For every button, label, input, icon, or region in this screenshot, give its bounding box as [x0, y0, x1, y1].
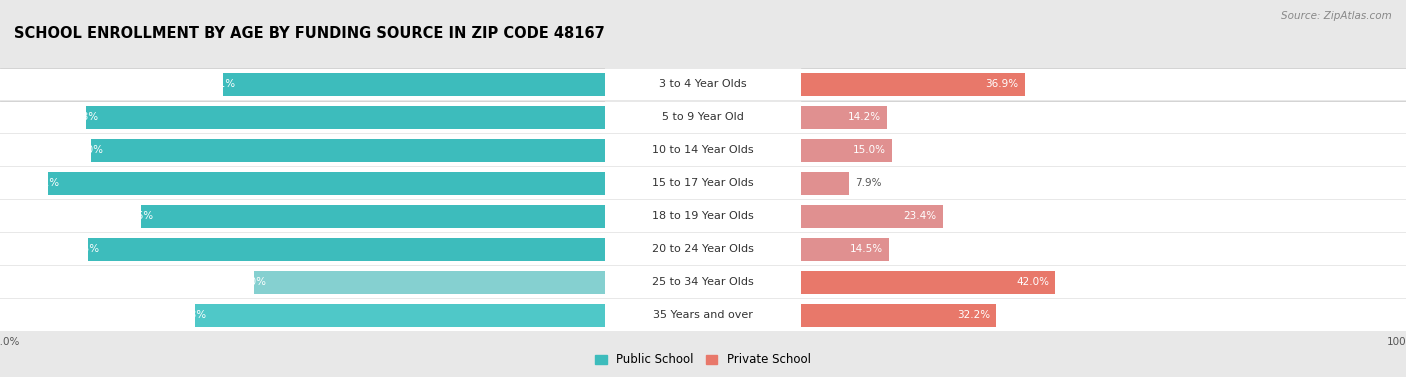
Text: 85.8%: 85.8%: [65, 112, 98, 123]
Text: 15 to 17 Year Olds: 15 to 17 Year Olds: [652, 178, 754, 188]
Bar: [142, 205, 605, 228]
Bar: [801, 304, 995, 327]
Bar: [0, 69, 605, 100]
Bar: [86, 106, 605, 129]
Text: 35 Years and over: 35 Years and over: [652, 310, 754, 320]
Bar: [801, 233, 1406, 265]
Bar: [605, 167, 801, 199]
Bar: [254, 271, 605, 294]
Bar: [801, 139, 893, 162]
Bar: [87, 238, 605, 261]
Bar: [801, 73, 1025, 96]
Bar: [0, 233, 605, 265]
Text: 23.4%: 23.4%: [904, 211, 936, 221]
Bar: [605, 69, 801, 100]
Text: 85.0%: 85.0%: [70, 145, 103, 155]
Text: 25 to 34 Year Olds: 25 to 34 Year Olds: [652, 277, 754, 287]
Text: 67.8%: 67.8%: [174, 310, 207, 320]
Bar: [801, 106, 887, 129]
Bar: [605, 101, 801, 133]
Text: 76.6%: 76.6%: [121, 211, 153, 221]
Text: 7.9%: 7.9%: [855, 178, 882, 188]
Text: 36.9%: 36.9%: [986, 79, 1018, 89]
Text: Source: ZipAtlas.com: Source: ZipAtlas.com: [1281, 11, 1392, 21]
Bar: [48, 172, 605, 195]
Text: 58.0%: 58.0%: [233, 277, 266, 287]
Bar: [0, 135, 605, 166]
Bar: [801, 135, 1406, 166]
Bar: [801, 172, 849, 195]
Bar: [605, 201, 801, 232]
Text: 20 to 24 Year Olds: 20 to 24 Year Olds: [652, 244, 754, 254]
Bar: [0, 201, 605, 232]
Bar: [801, 271, 1056, 294]
Text: 63.1%: 63.1%: [202, 79, 235, 89]
Legend: Public School, Private School: Public School, Private School: [591, 349, 815, 371]
Bar: [801, 238, 889, 261]
Bar: [801, 205, 943, 228]
Bar: [91, 139, 605, 162]
Text: 32.2%: 32.2%: [957, 310, 990, 320]
Text: 14.5%: 14.5%: [849, 244, 883, 254]
Text: 42.0%: 42.0%: [1017, 277, 1049, 287]
Bar: [605, 135, 801, 166]
Text: 10 to 14 Year Olds: 10 to 14 Year Olds: [652, 145, 754, 155]
Bar: [605, 233, 801, 265]
Text: 5 to 9 Year Old: 5 to 9 Year Old: [662, 112, 744, 123]
Bar: [605, 299, 801, 331]
Bar: [801, 267, 1406, 298]
Bar: [194, 304, 605, 327]
Bar: [801, 69, 1406, 100]
Text: SCHOOL ENROLLMENT BY AGE BY FUNDING SOURCE IN ZIP CODE 48167: SCHOOL ENROLLMENT BY AGE BY FUNDING SOUR…: [14, 26, 605, 41]
Bar: [0, 101, 605, 133]
Text: 3 to 4 Year Olds: 3 to 4 Year Olds: [659, 79, 747, 89]
Bar: [224, 73, 605, 96]
Bar: [801, 299, 1406, 331]
Text: 18 to 19 Year Olds: 18 to 19 Year Olds: [652, 211, 754, 221]
Bar: [801, 201, 1406, 232]
Bar: [0, 167, 605, 199]
Bar: [0, 267, 605, 298]
Text: 92.1%: 92.1%: [27, 178, 60, 188]
Bar: [0, 299, 605, 331]
Bar: [801, 101, 1406, 133]
Text: 15.0%: 15.0%: [853, 145, 886, 155]
Text: 14.2%: 14.2%: [848, 112, 882, 123]
Bar: [801, 167, 1406, 199]
Bar: [605, 267, 801, 298]
Text: 85.5%: 85.5%: [66, 244, 100, 254]
